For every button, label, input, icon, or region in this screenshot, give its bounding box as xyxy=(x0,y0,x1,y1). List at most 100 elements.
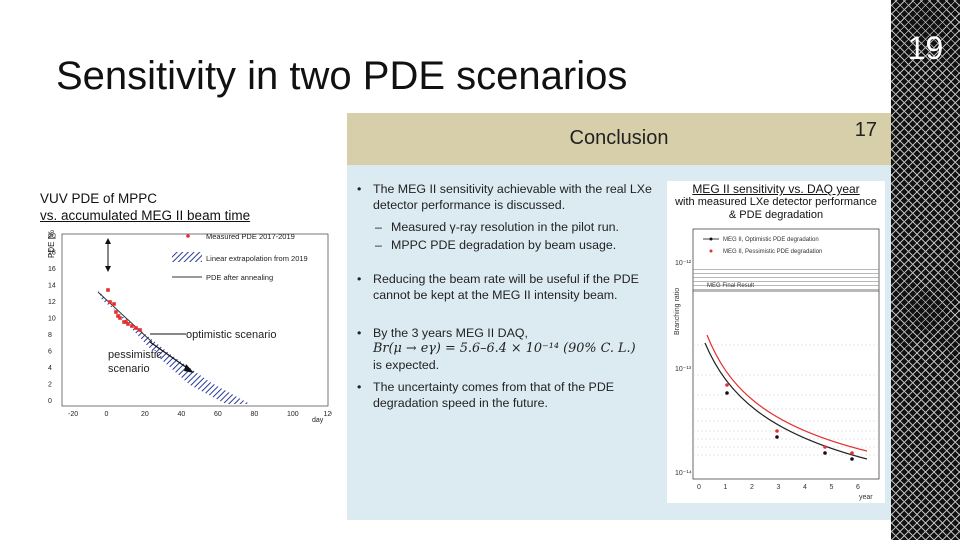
legend-marker-measured xyxy=(186,234,190,238)
measured-point xyxy=(112,302,116,306)
sub-bullet-2: MPPC PDE degradation by beam usage. xyxy=(357,237,677,253)
bullet-3-formula: Br(μ → eγ) = 5.6–6.4 × 10⁻¹⁴ (90% C. L.) xyxy=(373,341,636,356)
slide-title: Sensitivity in two PDE scenarios xyxy=(56,54,628,98)
embedded-slide: Conclusion 17 The MEG II sensitivity ach… xyxy=(347,113,891,520)
bullet-3-line3: is expected. xyxy=(373,358,440,372)
bullet-4: The uncertainty comes from that of the P… xyxy=(357,379,677,411)
y-tick-label: 4 xyxy=(48,365,52,372)
embedded-slide-header: Conclusion 17 xyxy=(347,113,891,165)
year-tick-label: 2 xyxy=(750,484,754,491)
y-tick-label: 8 xyxy=(48,332,52,339)
bullet-3: By the 3 years MEG II DAQ, Br(μ → eγ) = … xyxy=(357,325,677,373)
year-tick-label: 5 xyxy=(830,484,834,491)
y-tick-label: 10 xyxy=(48,316,56,323)
x-tick-label: 60 xyxy=(214,411,222,418)
x-axis-label: day xyxy=(312,417,324,424)
conclusion-bullets: The MEG II sensitivity achievable with t… xyxy=(357,181,677,417)
measured-point xyxy=(124,320,128,324)
legend-annealing: PDE after annealing xyxy=(206,273,273,282)
measured-point xyxy=(106,288,110,292)
sensitivity-title-line2: with measured LXe detector performance xyxy=(675,196,877,208)
measured-point xyxy=(126,322,130,326)
bullet-1: The MEG II sensitivity achievable with t… xyxy=(357,181,677,213)
pessimistic-curve xyxy=(706,334,868,452)
measured-point xyxy=(114,310,118,314)
measured-point xyxy=(116,314,120,318)
measured-point xyxy=(108,300,112,304)
y-tick-1e-14: 10⁻¹⁴ xyxy=(675,470,692,477)
year-tick-label: 1 xyxy=(724,484,728,491)
sensitivity-plot: Branching ratio 10⁻¹² 10⁻¹³ 10⁻¹⁴ MEG Fi… xyxy=(674,228,880,501)
measured-point xyxy=(130,324,134,328)
x-tick-label: 100 xyxy=(287,411,299,418)
sensitivity-point xyxy=(775,429,779,433)
x-tick-label: 80 xyxy=(251,411,259,418)
y-tick-1e-12: 10⁻¹² xyxy=(675,260,692,267)
y-tick-label: 18 xyxy=(48,250,56,257)
y-tick-label: 20 xyxy=(48,233,56,240)
x-tick-labels: -20 0 20 40 60 80 100 120 xyxy=(68,411,332,418)
measured-point xyxy=(134,326,138,330)
sensitivity-ylabel: Branching ratio xyxy=(674,288,681,335)
sensitivity-point xyxy=(725,391,729,395)
sensitivity-point xyxy=(725,383,729,387)
sensitivity-point xyxy=(823,451,827,455)
y-tick-label: 2 xyxy=(48,382,52,389)
y-tick-label: 0 xyxy=(48,398,52,405)
x-tick-label: 120 xyxy=(324,411,333,418)
x-tick-label: 40 xyxy=(178,411,186,418)
sensitivity-figure-title: MEG II sensitivity vs. DAQ year with mea… xyxy=(667,183,885,222)
sensitivity-point xyxy=(850,457,854,461)
pessimistic-arrow-head xyxy=(184,364,194,373)
y-tick-1e-13: 10⁻¹³ xyxy=(675,366,692,373)
pde-figure-title: VUV PDE of MPPC vs. accumulated MEG II b… xyxy=(40,190,250,224)
x-tick-label: 20 xyxy=(141,411,149,418)
x-tick-label: 0 xyxy=(105,411,109,418)
measured-point xyxy=(118,316,122,320)
sensitivity-point xyxy=(850,451,854,455)
year-tick-label: 3 xyxy=(777,484,781,491)
x-tick-label: -20 xyxy=(68,411,78,418)
embedded-slide-number: 17 xyxy=(854,119,877,141)
y-tick-label: 12 xyxy=(48,299,56,306)
optimistic-curve xyxy=(704,342,868,460)
legend-band: Linear extrapolation from 2019 xyxy=(206,254,308,263)
embedded-slide-title: Conclusion xyxy=(569,127,669,149)
year-tick-label: 4 xyxy=(803,484,807,491)
legend-pessimistic: MEG II, Pessimistic PDE degradation xyxy=(723,249,822,255)
sub-bullet-1: Measured γ-ray resolution in the pilot r… xyxy=(357,219,677,235)
sensitivity-title-line3: & PDE degradation xyxy=(728,209,824,221)
y-tick-label: 6 xyxy=(48,349,52,356)
decorative-band: 19 xyxy=(891,0,960,540)
pessimistic-arrow xyxy=(149,341,191,371)
annealing-line xyxy=(97,291,153,343)
sensitivity-xlabel: year xyxy=(859,494,873,501)
sensitivity-points xyxy=(725,383,854,461)
legend-measured: Measured PDE 2017-2019 xyxy=(206,232,295,241)
sensitivity-figure: MEG II sensitivity vs. DAQ year with mea… xyxy=(667,181,885,503)
year-tick-label: 0 xyxy=(697,484,701,491)
measured-point xyxy=(122,320,126,324)
meg-final-label: MEG Final Result xyxy=(707,283,754,289)
legend-optimistic: MEG II, Optimistic PDE degradation xyxy=(723,237,819,243)
measured-points xyxy=(106,288,142,332)
page-number: 19 xyxy=(907,30,944,66)
y-tick-label: 16 xyxy=(48,266,56,273)
horizontal-gridlines xyxy=(693,344,879,456)
year-tick-label: 6 xyxy=(856,484,860,491)
measured-point xyxy=(138,328,142,332)
arrow-head-down xyxy=(105,266,111,272)
bullet-2: Reducing the beam rate will be useful if… xyxy=(357,271,677,303)
y-tick-label: 14 xyxy=(48,283,56,290)
sensitivity-point xyxy=(775,435,779,439)
pde-figure-title-line2: vs. accumulated MEG II beam time xyxy=(40,208,251,223)
arrow-head-up xyxy=(105,238,111,244)
sensitivity-title-line1: MEG II sensitivity vs. DAQ year xyxy=(692,182,860,196)
legend-marker-band xyxy=(172,252,202,262)
y-axis-label: PDE [%] xyxy=(47,230,56,258)
pde-figure-title-line1: VUV PDE of MPPC xyxy=(40,191,158,206)
pessimistic-label-2: scenario xyxy=(108,363,150,375)
pde-figure: VUV PDE of MPPC vs. accumulated MEG II b… xyxy=(40,190,332,430)
